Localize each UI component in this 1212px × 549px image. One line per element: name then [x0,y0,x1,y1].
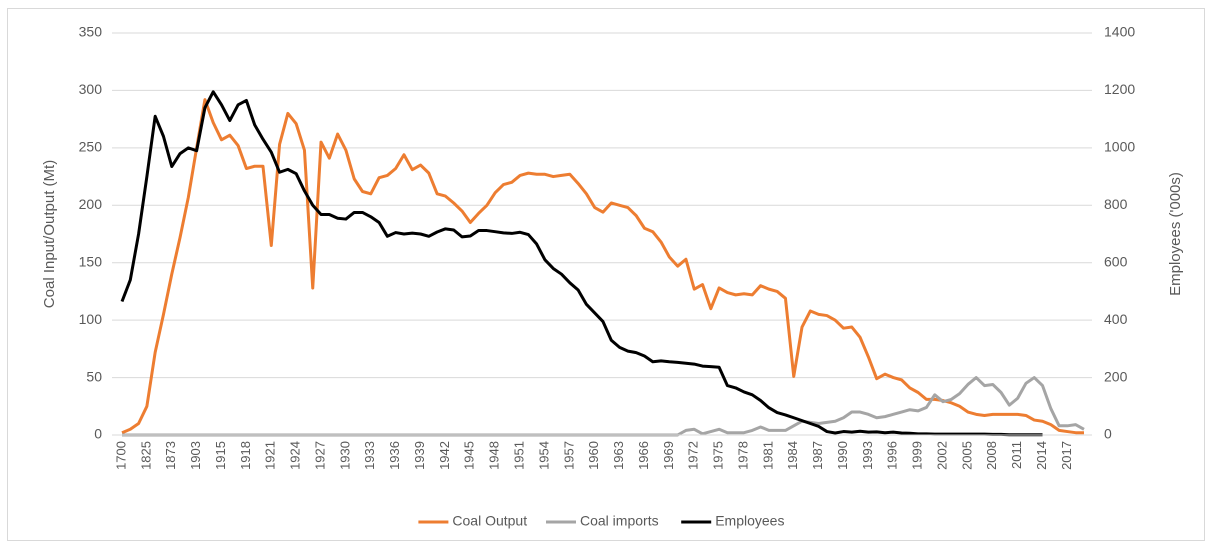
x-tick-label: 1981 [760,441,775,470]
y-axis-title: Coal Input/Output (Mt) [41,160,58,308]
x-tick-label: 1873 [163,441,178,470]
x-tick-label: 1960 [586,441,601,470]
y-tick-label: 50 [86,368,102,384]
x-tick-label: 1984 [785,441,800,470]
series-line [120,90,1043,437]
y2-axis-title: Employees ('000s) [1167,172,1184,296]
x-tick-label: 2014 [1034,441,1049,470]
x-tick-label: 1999 [910,441,925,470]
y2-tick-label: 800 [1104,196,1128,212]
x-tick-label: 1996 [885,441,900,470]
x-tick-label: 1924 [288,441,303,470]
y2-tick-label: 400 [1104,311,1128,327]
x-tick-label: 1927 [312,441,327,470]
x-tick-label: 1945 [462,441,477,470]
x-tick-label: 1969 [661,441,676,470]
x-tick-label: 1963 [611,441,626,470]
x-tick-label: 1915 [213,441,228,470]
x-tick-label: 2002 [934,441,949,470]
y-tick-label: 350 [79,24,103,40]
y-tick-label: 0 [94,426,102,442]
x-tick-label: 1951 [512,441,527,470]
series-line [121,98,1084,435]
x-tick-label: 1948 [487,441,502,470]
y-tick-label: 200 [79,196,103,212]
x-tick-label: 2011 [1009,441,1024,469]
x-tick-label: 1933 [362,441,377,470]
y-tick-label: 300 [79,81,103,97]
x-tick-label: 2005 [959,441,974,470]
y-tick-label: 150 [79,253,103,269]
x-tick-label: 1987 [810,441,825,470]
y2-tick-label: 200 [1104,368,1128,384]
x-tick-label: 1903 [188,441,203,470]
y2-tick-label: 1000 [1104,139,1135,155]
y-tick-label: 250 [79,139,103,155]
legend-label: Coal Output [452,513,527,529]
x-tick-label: 1936 [387,441,402,470]
x-tick-label: 1972 [686,441,701,470]
x-tick-label: 1993 [860,441,875,470]
y-tick-label: 100 [79,311,103,327]
x-tick-label: 1939 [412,441,427,470]
x-tick-label: 1954 [536,441,551,470]
y2-tick-label: 600 [1104,253,1128,269]
x-tick-label: 1942 [437,441,452,470]
legend-label: Employees [715,513,784,529]
x-tick-label: 1978 [735,441,750,470]
x-tick-label: 1990 [835,441,850,470]
chart-border [7,8,1205,541]
x-tick-label: 2017 [1059,441,1074,470]
x-tick-label: 1921 [263,441,278,470]
y2-tick-label: 1200 [1104,81,1135,97]
x-tick-label: 1966 [636,441,651,470]
x-tick-label: 1700 [113,441,128,470]
y2-tick-label: 0 [1104,426,1112,442]
x-tick-label: 1957 [561,441,576,470]
x-tick-label: 2008 [984,441,999,470]
legend-label: Coal imports [580,513,659,529]
x-tick-label: 1930 [337,441,352,470]
x-tick-label: 1918 [238,441,253,470]
x-tick-label: 1975 [711,441,726,470]
y2-tick-label: 1400 [1104,24,1135,40]
x-tick-label: 1825 [138,441,153,470]
